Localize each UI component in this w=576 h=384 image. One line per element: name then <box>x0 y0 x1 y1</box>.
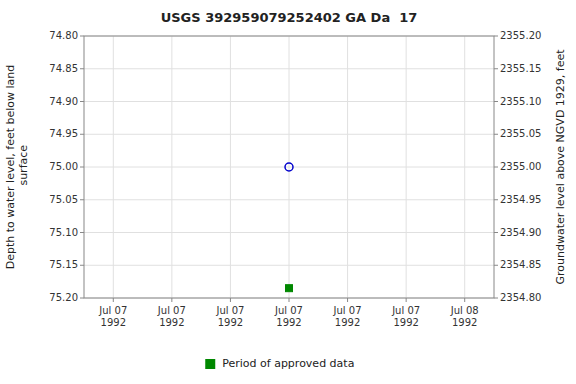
point <box>285 163 293 171</box>
tick-label: 2355.20 <box>500 30 541 41</box>
tick-mark <box>494 232 498 233</box>
point <box>286 285 293 292</box>
tick-label-line: Jul 07 <box>157 305 186 316</box>
tick-mark <box>113 298 114 302</box>
tick-label: 2355.15 <box>500 63 541 74</box>
tick-label: Jul 071992 <box>157 305 186 328</box>
chart: 74.80 74.85 74.90 74.95 75.00 75.05 75.10 75.15… <box>0 0 576 384</box>
axis-label-line: surface <box>17 145 30 189</box>
tick-label: 2355.10 <box>500 96 541 107</box>
tick-label-line: 1992 <box>452 317 477 328</box>
plot-frame <box>84 36 494 298</box>
tick-mark <box>230 298 231 302</box>
tick-label: 74.90 <box>49 96 78 107</box>
tick-label: Jul 071992 <box>274 305 303 328</box>
tick-label-line: 1992 <box>335 317 360 328</box>
tick-mark <box>494 134 498 135</box>
tick-mark <box>494 167 498 168</box>
tick-label-line: Jul 08 <box>450 305 479 316</box>
tick-label-line: 1992 <box>101 317 126 328</box>
series <box>286 285 293 292</box>
tick-label: 74.95 <box>49 128 78 139</box>
tick-mark <box>347 298 348 302</box>
tick-label: 75.05 <box>49 194 78 205</box>
tick-label: 2355.05 <box>500 128 541 139</box>
tick-mark <box>171 298 172 302</box>
y2-axis: 2354.80 2354.85 2354.90 2354.95 2355.00 2355.… <box>494 30 541 303</box>
tick-mark <box>494 298 498 299</box>
title: USGS 392959079252402 GA Da 17 <box>161 10 418 25</box>
tick-mark <box>494 199 498 200</box>
tick-mark <box>406 298 407 302</box>
tick-label-line: Jul 07 <box>98 305 127 316</box>
legend: Period of approved data <box>205 357 354 370</box>
tick-label-line: 1992 <box>218 317 243 328</box>
y-axis-label: Depth to water level, feet below land su… <box>4 65 30 270</box>
tick-mark <box>80 101 84 102</box>
tick-mark <box>80 298 84 299</box>
tick-mark <box>289 298 290 302</box>
tick-label: 75.10 <box>49 227 78 238</box>
grid-line <box>406 36 407 298</box>
tick-mark <box>80 167 84 168</box>
tick-label: 2354.95 <box>500 194 541 205</box>
tick-label: 2354.80 <box>500 292 541 303</box>
tick-label-line: Jul 07 <box>274 305 303 316</box>
tick-label: 2355.00 <box>500 161 541 172</box>
tick-label-line: 1992 <box>393 317 418 328</box>
legend-label: Period of approved data <box>222 357 354 370</box>
tick-label: Jul 071992 <box>215 305 244 328</box>
tick-label-line: Jul 07 <box>333 305 362 316</box>
x-axis: Jul 071992Jul 071992Jul 071992Jul 071992… <box>98 298 478 328</box>
tick-label: 75.15 <box>49 259 78 270</box>
tick-label: 75.20 <box>49 292 78 303</box>
tick-label: 2354.90 <box>500 227 541 238</box>
legend-swatch <box>205 359 215 369</box>
tick-label-line: 1992 <box>276 317 301 328</box>
tick-label-line: Jul 07 <box>391 305 420 316</box>
tick-mark <box>494 36 498 37</box>
tick-mark <box>80 134 84 135</box>
tick-mark <box>494 265 498 266</box>
y-axis: 74.80 74.85 74.90 74.95 75.00 75.05 75.10 75.15… <box>49 30 84 303</box>
tick-label: Jul 071992 <box>333 305 362 328</box>
y2-axis-label: Groundwater level above NGVD 1929, feet <box>554 49 567 285</box>
marks <box>285 163 293 292</box>
grid-line <box>171 36 172 298</box>
tick-mark <box>494 101 498 102</box>
tick-mark <box>80 36 84 37</box>
axis-label-line: Depth to water level, feet below land <box>4 65 17 270</box>
tick-mark <box>464 298 465 302</box>
grid-line <box>113 36 114 298</box>
tick-mark <box>494 68 498 69</box>
tick-label-line: Jul 07 <box>215 305 244 316</box>
grid-line <box>230 36 231 298</box>
axis-label-line: Groundwater level above NGVD 1929, feet <box>554 49 567 285</box>
tick-label: 75.00 <box>49 161 78 172</box>
tick-label-line: 1992 <box>159 317 184 328</box>
grid-line <box>347 36 348 298</box>
tick-label: Jul 071992 <box>391 305 420 328</box>
tick-mark <box>80 265 84 266</box>
tick-label: 74.80 <box>49 30 78 41</box>
series <box>285 163 293 171</box>
tick-label: 74.85 <box>49 63 78 74</box>
tick-label: 2354.85 <box>500 259 541 270</box>
grid-line <box>289 36 290 298</box>
tick-label: Jul 071992 <box>98 305 127 328</box>
tick-label: Jul 081992 <box>450 305 479 328</box>
tick-mark <box>80 232 84 233</box>
tick-mark <box>80 199 84 200</box>
grid-line <box>464 36 465 298</box>
tick-mark <box>80 68 84 69</box>
grid <box>84 36 494 298</box>
